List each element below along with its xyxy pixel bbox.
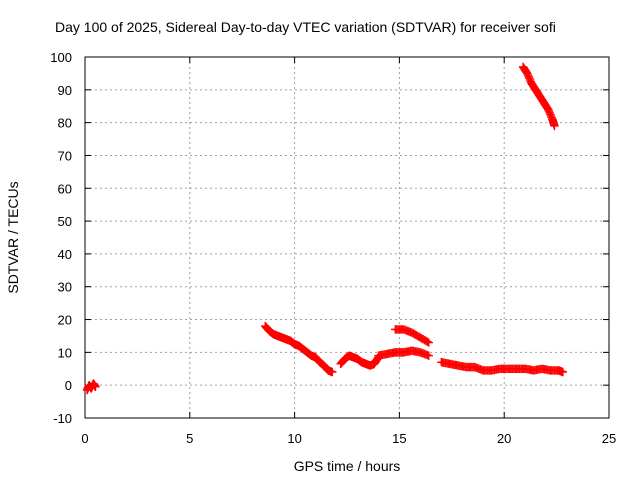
data-point xyxy=(558,367,568,377)
series-segment-a xyxy=(82,379,100,395)
chart-title: Day 100 of 2025, Sidereal Day-to-day VTE… xyxy=(55,19,556,35)
y-tick-label: 40 xyxy=(58,247,72,262)
y-tick-label: 90 xyxy=(58,83,72,98)
data-point xyxy=(423,337,432,346)
x-tick-label: 5 xyxy=(186,431,193,446)
y-tick-label: -10 xyxy=(53,411,72,426)
x-tick-label: 15 xyxy=(392,431,406,446)
series-segment-f xyxy=(437,358,568,377)
x-axis-label: GPS time / hours xyxy=(294,458,401,474)
y-tick-label: 30 xyxy=(58,280,72,295)
y-tick-label: 50 xyxy=(58,214,72,229)
x-tick-label: 10 xyxy=(287,431,301,446)
x-tick-label: 0 xyxy=(81,431,88,446)
data-point xyxy=(328,367,337,377)
x-tick-label: 25 xyxy=(602,431,616,446)
y-tick-label: 70 xyxy=(58,148,72,163)
series-segment-d xyxy=(374,346,433,360)
data-point xyxy=(91,382,100,392)
y-tick-label: 100 xyxy=(50,50,72,65)
plot-frame xyxy=(84,56,610,419)
series-segment-c xyxy=(336,351,383,370)
data-point xyxy=(424,351,433,360)
data-point xyxy=(424,338,433,347)
grid-lines xyxy=(85,57,609,418)
y-tick-label: 10 xyxy=(58,345,72,360)
data-point xyxy=(550,121,559,131)
y-tick-label: 20 xyxy=(58,313,72,328)
y-tick-label: 0 xyxy=(65,378,72,393)
series-segment-b xyxy=(261,321,337,377)
y-tick-label: 80 xyxy=(58,116,72,131)
data-marks xyxy=(82,62,568,395)
y-axis-label: SDTVAR / TECUs xyxy=(5,181,21,293)
series-segment-e xyxy=(391,325,433,347)
axis-ticks: 0 5 10 15 20 25 -10 0 10 20 30 40 50 60 70 80 90 100 xyxy=(50,50,616,446)
y-tick-label: 60 xyxy=(58,181,72,196)
series-segment-g xyxy=(518,62,559,131)
x-tick-label: 20 xyxy=(497,431,511,446)
